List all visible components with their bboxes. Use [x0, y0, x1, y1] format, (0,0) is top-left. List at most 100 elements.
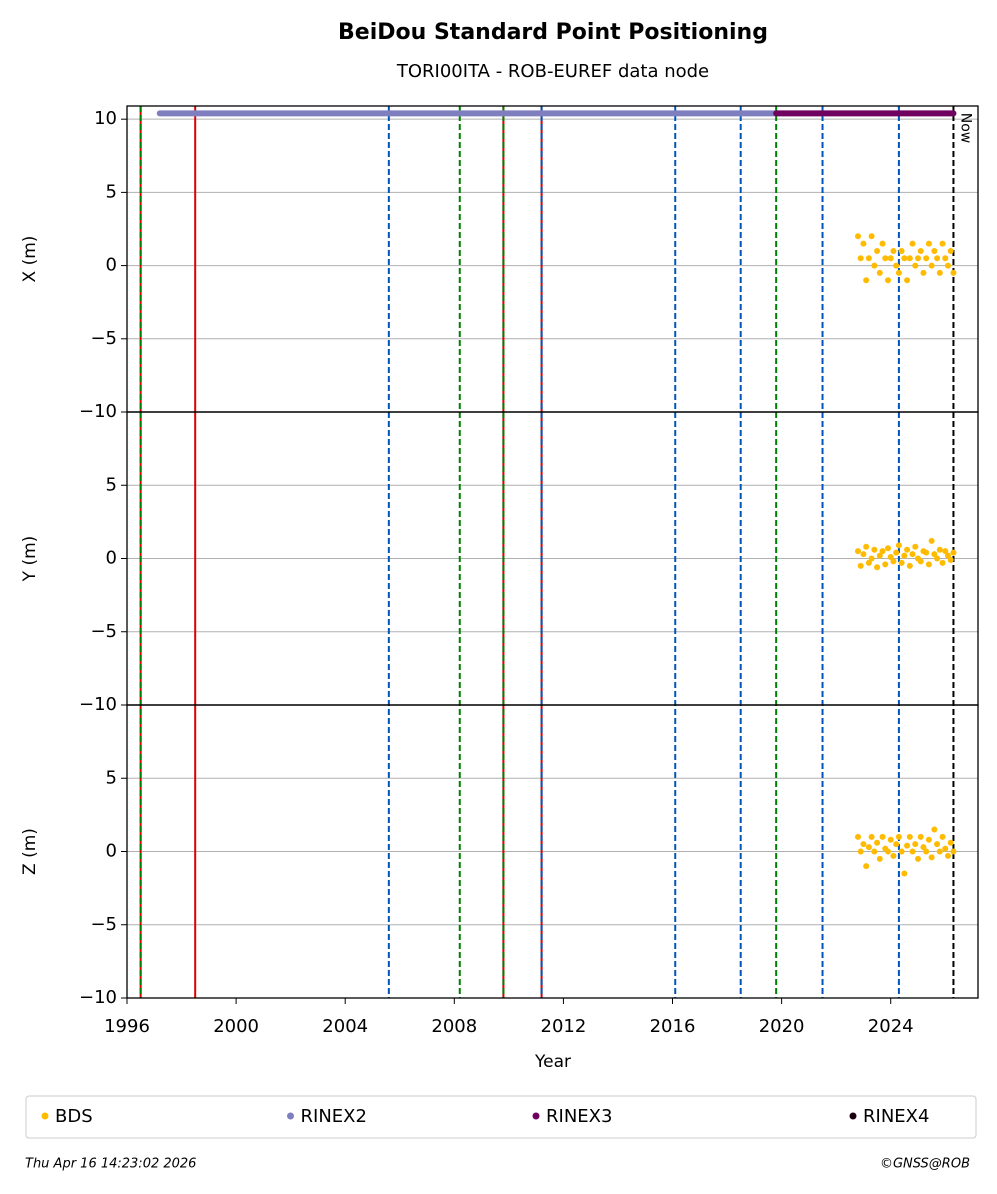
- data-point: [860, 551, 867, 558]
- data-point: [928, 537, 935, 544]
- panel-frame: [126, 704, 979, 999]
- data-point: [893, 549, 900, 556]
- data-point: [857, 848, 864, 855]
- data-point: [947, 556, 954, 563]
- data-point: [874, 839, 881, 846]
- y-axis-label: Y (m): [20, 536, 40, 583]
- data-point: [909, 551, 916, 558]
- data-point: [934, 841, 941, 848]
- data-point: [898, 559, 905, 566]
- data-point: [879, 548, 886, 555]
- y-tick-label: 5: [106, 767, 117, 788]
- legend-marker: [287, 1112, 294, 1120]
- y-tick-label: 0: [106, 548, 117, 569]
- data-point: [909, 240, 916, 247]
- data-point: [901, 255, 908, 262]
- data-point: [898, 247, 905, 254]
- x-tick-label: 2000: [213, 1016, 259, 1037]
- data-point: [871, 848, 878, 855]
- legend-label: RINEX4: [863, 1106, 929, 1127]
- data-point: [906, 833, 913, 840]
- y-axis-label: X (m): [20, 236, 40, 283]
- data-point: [884, 277, 891, 284]
- data-point: [887, 554, 894, 561]
- x-tick-label: 2024: [868, 1016, 914, 1037]
- data-point: [879, 240, 886, 247]
- x-tick-label: 2016: [650, 1016, 696, 1037]
- data-point: [868, 233, 875, 240]
- chart-title: BeiDou Standard Point Positioning: [338, 20, 768, 45]
- data-point: [944, 852, 951, 859]
- legend-marker: [849, 1112, 857, 1120]
- data-point: [895, 542, 902, 549]
- data-point: [854, 233, 861, 240]
- data-point: [904, 842, 911, 849]
- data-point: [909, 848, 916, 855]
- legend-marker: [41, 1112, 49, 1120]
- data-point: [857, 562, 864, 569]
- data-point: [906, 255, 913, 262]
- data-point: [944, 552, 951, 559]
- x-tick-label: 2012: [541, 1016, 587, 1037]
- y-tick-label: −5: [90, 914, 117, 935]
- data-point: [876, 855, 883, 862]
- data-point: [874, 247, 881, 254]
- legend-label: RINEX2: [301, 1106, 367, 1127]
- data-point: [887, 255, 894, 262]
- data-point: [923, 549, 930, 556]
- footer-date: Thu Apr 16 14:23:02 2026: [25, 1157, 196, 1172]
- legend-label: RINEX3: [546, 1106, 612, 1127]
- data-point: [887, 836, 894, 843]
- data-point: [884, 848, 891, 855]
- data-point: [876, 552, 883, 559]
- y-tick-label: −10: [79, 401, 117, 422]
- y-tick-label: 5: [106, 181, 117, 202]
- data-point: [912, 262, 919, 269]
- data-point: [920, 269, 927, 276]
- data-point: [931, 551, 938, 558]
- data-point: [920, 844, 927, 851]
- data-point: [936, 546, 943, 553]
- data-point: [939, 833, 946, 840]
- data-point: [865, 844, 872, 851]
- data-point: [890, 247, 897, 254]
- data-point: [912, 841, 919, 848]
- y-tick-label: −5: [90, 328, 117, 349]
- data-point: [868, 833, 875, 840]
- panel-frame: [126, 105, 979, 413]
- event-label: Now: [957, 113, 973, 144]
- legend-label: BDS: [55, 1106, 93, 1127]
- data-point: [854, 833, 861, 840]
- data-point: [865, 559, 872, 566]
- y-tick-label: −10: [79, 987, 117, 1008]
- data-point: [936, 848, 943, 855]
- data-point: [914, 255, 921, 262]
- data-point: [882, 561, 889, 568]
- data-point: [939, 240, 946, 247]
- data-point: [890, 558, 897, 565]
- data-point: [944, 262, 951, 269]
- x-axis-label: Year: [534, 1052, 571, 1072]
- x-tick-label: 2020: [759, 1016, 805, 1037]
- data-point: [854, 548, 861, 555]
- data-point: [882, 255, 889, 262]
- data-point: [950, 269, 957, 276]
- data-point: [895, 269, 902, 276]
- data-point: [923, 255, 930, 262]
- data-point: [860, 240, 867, 247]
- data-point: [917, 558, 924, 565]
- data-point: [879, 833, 886, 840]
- data-point: [931, 247, 938, 254]
- data-point: [895, 833, 902, 840]
- data-point: [934, 255, 941, 262]
- data-point: [904, 277, 911, 284]
- data-point: [942, 255, 949, 262]
- data-point: [901, 870, 908, 877]
- data-point: [942, 548, 949, 555]
- data-point: [931, 826, 938, 833]
- data-point: [925, 240, 932, 247]
- data-point: [890, 852, 897, 859]
- data-point: [865, 255, 872, 262]
- legend-box: [25, 1095, 977, 1139]
